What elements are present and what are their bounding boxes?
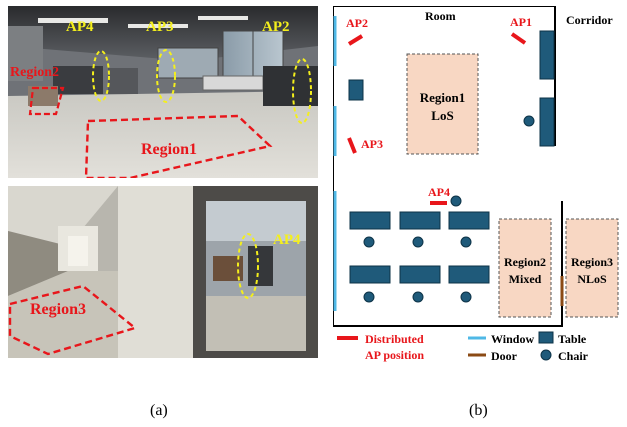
photo-label-ap4: AP4: [66, 19, 94, 35]
room-label: Room: [425, 9, 456, 23]
table: [448, 211, 490, 230]
floor-plan-diagram: Region1 LoS Region2 Mixed Region3 NLoS: [332, 5, 621, 368]
legend-ap-label-line2: AP position: [365, 348, 424, 362]
legend: Distributed AP position Window Table Doo…: [337, 331, 589, 363]
table: [348, 79, 364, 101]
photo-label-region1: Region1: [141, 141, 197, 158]
legend-chair-label: Chair: [558, 349, 589, 363]
legend-door-label: Door: [491, 349, 518, 363]
photo-label-ap4-corridor: AP4: [273, 232, 301, 248]
legend-table-swatch: [538, 331, 554, 344]
corridor-photo: AP4 Region3: [8, 186, 318, 358]
chair: [523, 115, 535, 127]
chair: [450, 195, 462, 207]
chair: [363, 291, 375, 303]
caption-a: (a): [150, 402, 168, 419]
region2-area: [498, 218, 552, 318]
legend-chair-swatch: [540, 349, 552, 361]
legend-table-label: Table: [558, 332, 587, 346]
photo-label-region3: Region3: [30, 301, 86, 318]
legend-ap-label-line1: Distributed: [365, 332, 424, 346]
corridor-label: Corridor: [566, 13, 613, 27]
legend-window-label: Window: [491, 332, 534, 346]
table: [349, 211, 391, 230]
chair: [460, 236, 472, 248]
table: [399, 211, 441, 230]
photo-label-region2: Region2: [10, 65, 59, 80]
ap1-marker: [510, 32, 527, 45]
table: [399, 265, 441, 284]
region1-name: Region1: [420, 90, 466, 105]
region3-name: Region3: [571, 255, 613, 269]
region3-area: [565, 218, 619, 318]
region3-type: NLoS: [577, 272, 607, 286]
photo-label-ap2: AP2: [262, 19, 290, 35]
office-room-photo: AP4 AP3 AP2 Region2 Region1: [8, 6, 318, 178]
caption-b: (b): [469, 402, 488, 419]
ap2-marker: [347, 34, 364, 46]
table: [349, 265, 391, 284]
chair: [412, 236, 424, 248]
region1-area: [406, 53, 479, 155]
chair: [363, 236, 375, 248]
region2-type: Mixed: [509, 272, 542, 286]
region1-type: LoS: [431, 108, 453, 123]
photo-label-ap3: AP3: [146, 19, 174, 35]
chair: [460, 291, 472, 303]
table: [448, 265, 490, 284]
ap3-marker: [347, 137, 357, 154]
table: [539, 30, 555, 80]
ap4-label: AP4: [428, 185, 450, 199]
ap1-label: AP1: [510, 15, 532, 29]
chair: [412, 291, 424, 303]
table: [539, 97, 555, 147]
ap3-label: AP3: [361, 137, 383, 151]
region2-name: Region2: [504, 255, 546, 269]
ap2-label: AP2: [346, 16, 368, 30]
